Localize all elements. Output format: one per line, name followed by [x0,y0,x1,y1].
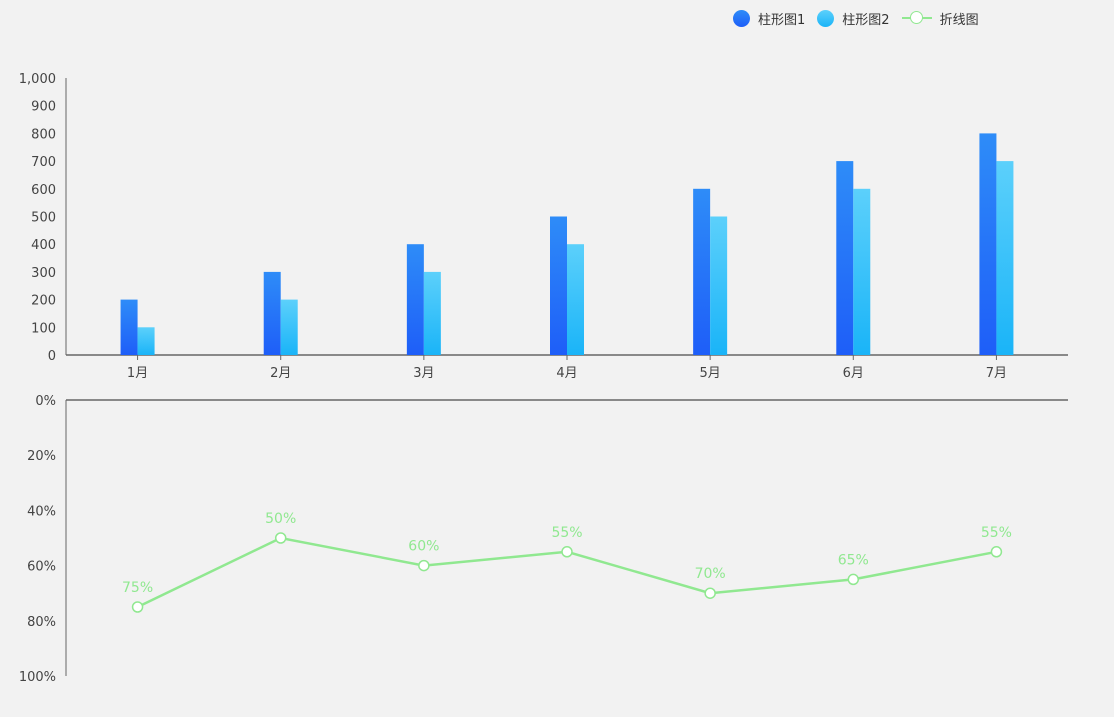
bar-y-tick-label: 200 [31,294,56,309]
bar-2-3 [423,271,441,355]
line-data-label: 65% [838,552,869,568]
bar-2-6 [853,188,871,355]
bar-2-2 [280,299,298,355]
line-point-6 [847,573,860,586]
line-y-tick-label: 40% [27,504,56,519]
bar-y-tick-label: 300 [31,266,56,281]
line-data-label: 60% [408,539,439,555]
bar-y-tick-label: 800 [31,127,56,142]
bar-x-tick-label: 1月 [127,366,148,381]
bar-2-5 [710,216,728,355]
legend-bar1-swatch-icon [733,9,750,27]
legend-line-swatch-icon [901,11,932,25]
bar-y-tick-label: 1,000 [19,72,56,87]
line-y-tick-label: 60% [27,560,56,575]
line-data-label: 55% [981,525,1012,541]
line-point-7 [990,546,1003,558]
bar-1-2 [263,271,281,355]
line-point-5 [704,587,716,599]
bar-1-4 [550,216,567,355]
line-y-tick-label: 20% [27,449,56,464]
bar-y-tick-label: 0 [48,349,56,364]
line-point-3 [418,559,430,572]
legend-item-bar1[interactable]: 柱形图1 [733,9,805,28]
line-y-tick-label: 0% [35,394,56,409]
bar-1-7 [979,133,997,355]
line-data-label: 55% [551,525,582,541]
line-data-label: 70% [695,566,726,582]
bar-x-tick-label: 5月 [700,366,721,381]
bar-y-tick-label: 600 [31,183,56,198]
bar-y-tick-label: 700 [31,155,56,170]
bar-y-tick-label: 100 [31,321,56,336]
line-chart: 0% 20% 40% 60% 80% 100% 75% 50% 60% 55% 70% 65% 55% [19,394,1068,685]
bar-x-tick-label: 4月 [556,366,577,381]
legend-item-line[interactable]: 折线图 [901,9,979,28]
line-data-label: 75% [122,580,153,596]
legend-item-bar2[interactable]: 柱形图2 [817,9,890,28]
bar-2-7 [996,161,1014,355]
bar-x-tick-label: 7月 [986,366,1007,381]
line-y-tick-label: 100% [19,670,56,685]
bar-1-5 [693,188,711,355]
line-point-4 [561,546,573,558]
bar-x-tick-label: 6月 [843,366,864,381]
bar-1-1 [120,299,138,355]
bar-x-tick-label: 3月 [413,366,434,381]
bar-y-tick-label: 500 [31,211,56,226]
bar-y-tick-label: 900 [31,100,56,115]
line-data-label: 50% [265,511,296,527]
line-point-2 [274,532,287,544]
line-y-tick-label: 80% [27,615,56,630]
bar-1-3 [406,244,424,355]
legend-line-label: 折线图 [939,12,979,28]
bar-2-1 [137,327,155,355]
line-point-1 [131,601,144,613]
legend: 柱形图1 柱形图2 折线图 [733,8,991,28]
bar-1-6 [836,161,854,355]
bar-y-tick-label: 400 [31,238,56,253]
bar-2-4 [567,244,584,355]
bar-chart: 0 100 200 300 400 500 600 700 800 900 1,000 1月 2月 3月 4… [19,72,1068,381]
bar-x-tick-label: 2月 [270,366,291,381]
legend-bar1-label: 柱形图1 [758,12,806,28]
legend-bar2-label: 柱形图2 [842,12,890,28]
legend-bar2-swatch-icon [817,9,835,27]
